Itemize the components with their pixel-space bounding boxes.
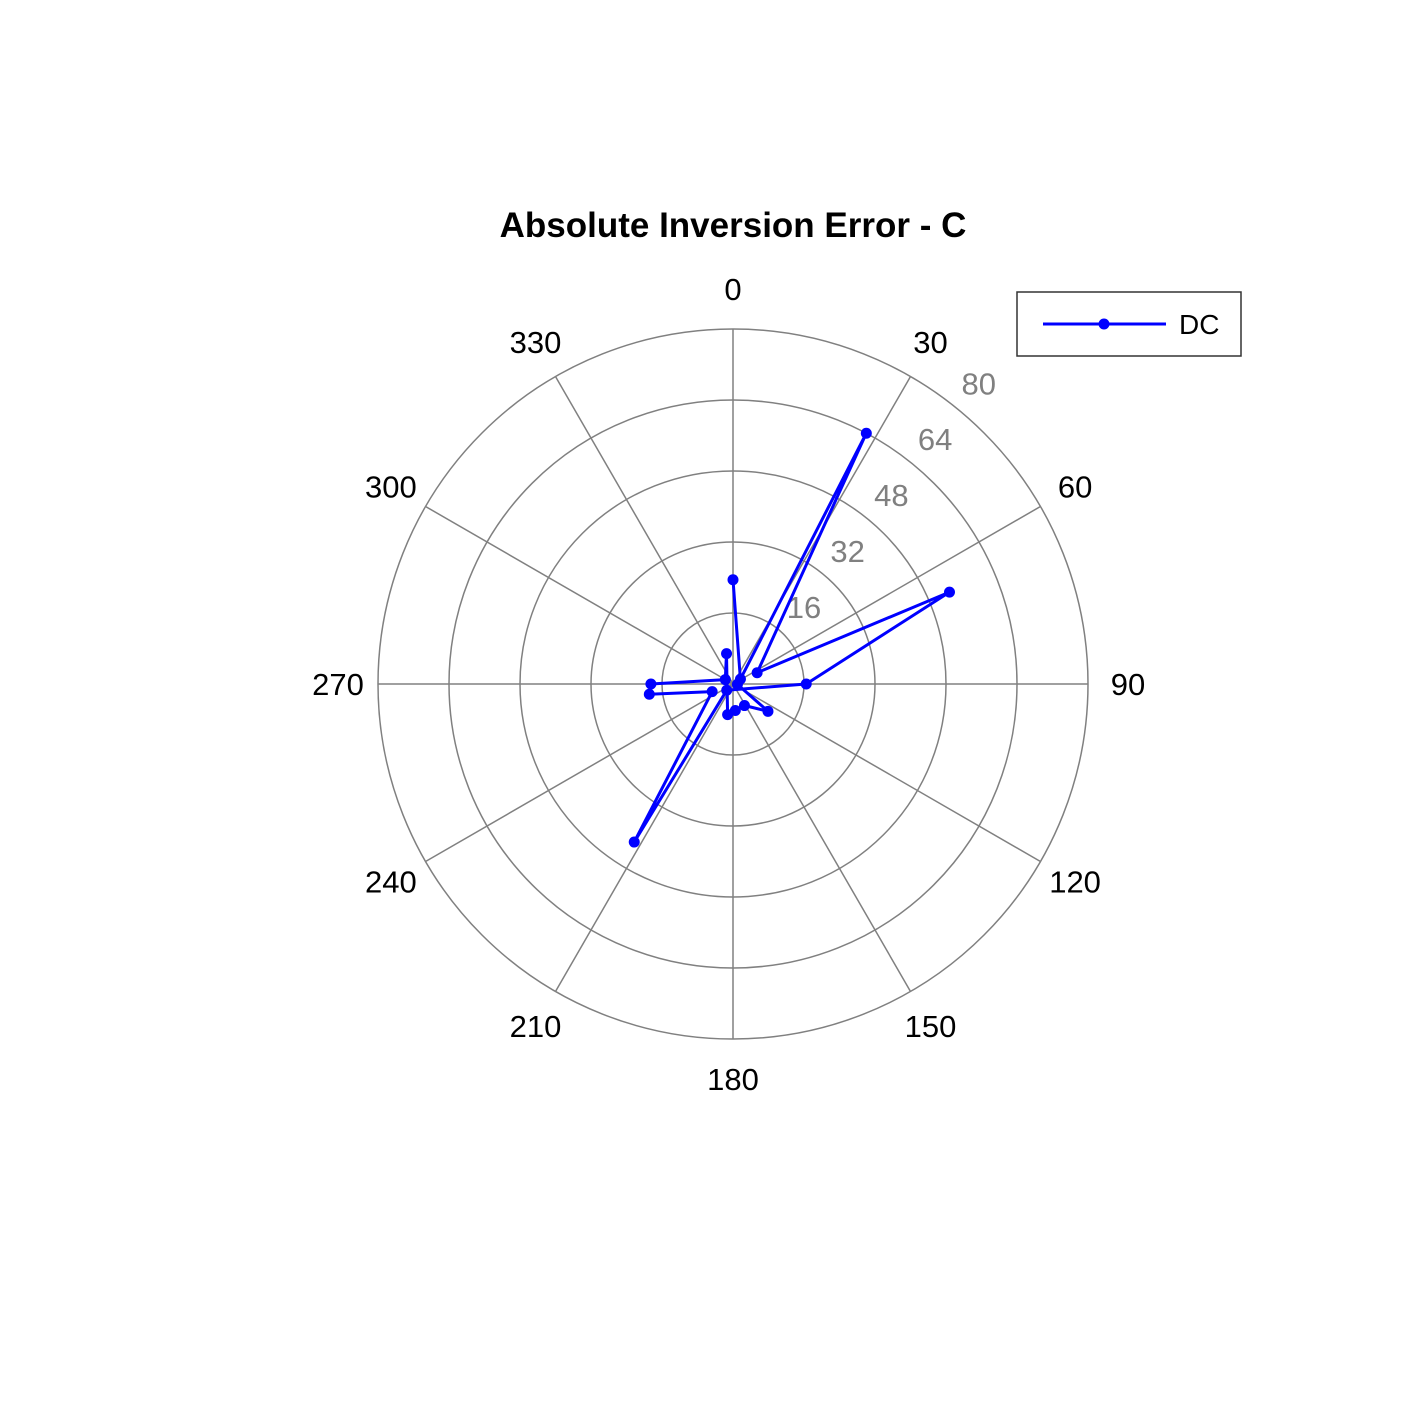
- data-point-10: [645, 678, 657, 690]
- angle-label-210: 210: [510, 1009, 562, 1044]
- data-point-0: [727, 574, 739, 586]
- angle-label-270: 270: [312, 667, 364, 702]
- data-point-6: [721, 684, 733, 696]
- angle-label-180: 180: [707, 1062, 759, 1097]
- spoke-240: [425, 683, 734, 863]
- spoke-60: [732, 505, 1041, 685]
- data-point-4: [943, 586, 955, 598]
- angle-label-330: 330: [510, 325, 562, 360]
- data-point-17: [731, 678, 743, 690]
- spoke-330: [554, 376, 734, 685]
- grid-circle-48: [519, 470, 947, 898]
- legend-marker: [1098, 318, 1110, 330]
- data-point-3: [751, 667, 763, 679]
- grid-circle-32: [590, 541, 876, 827]
- angle-label-300: 300: [365, 470, 417, 505]
- angle-label-30: 30: [913, 325, 947, 360]
- spoke-300: [425, 505, 734, 685]
- spoke-150: [732, 683, 912, 992]
- legend-label: DC: [1179, 309, 1219, 340]
- data-point-12: [721, 648, 733, 660]
- spoke-210: [554, 683, 734, 992]
- data-point-9: [643, 688, 655, 700]
- polar-grid: [377, 328, 1089, 1040]
- data-point-2: [860, 427, 872, 439]
- series-dc: [628, 427, 955, 848]
- angle-label-240: 240: [365, 865, 417, 900]
- radius-label-80: 80: [962, 366, 996, 401]
- grid-circle-80: [377, 328, 1089, 1040]
- data-point-15: [738, 700, 750, 712]
- data-point-8: [706, 686, 718, 698]
- angle-label-90: 90: [1111, 667, 1145, 702]
- data-point-16: [762, 705, 774, 717]
- angle-label-150: 150: [905, 1009, 957, 1044]
- radius-label-64: 64: [918, 422, 952, 457]
- data-point-14: [729, 705, 741, 717]
- angle-label-0: 0: [724, 272, 741, 307]
- grid-circle-64: [448, 399, 1018, 969]
- angle-tick-labels: 0 30 60 90 120 150 180 210 240 270 300 330: [312, 272, 1145, 1097]
- spoke-120: [732, 683, 1041, 863]
- data-point-11: [719, 674, 731, 686]
- angle-label-60: 60: [1058, 470, 1092, 505]
- radius-label-48: 48: [874, 478, 908, 513]
- chart-title: Absolute Inversion Error - C: [500, 206, 967, 245]
- data-point-7: [628, 836, 640, 848]
- legend[interactable]: DC: [1016, 291, 1242, 357]
- radius-label-32: 32: [830, 534, 864, 569]
- data-point-5: [800, 678, 812, 690]
- angle-label-120: 120: [1049, 865, 1101, 900]
